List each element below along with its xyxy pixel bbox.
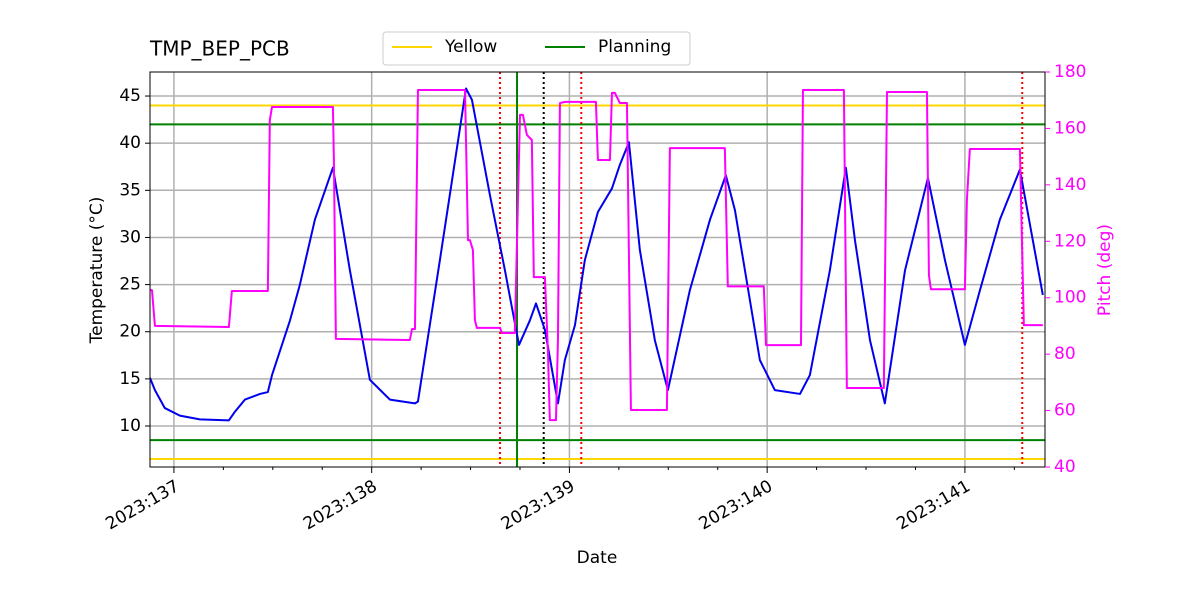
y2-tick-label: 80 xyxy=(1054,344,1076,364)
legend-box xyxy=(382,31,691,66)
y2-tick-label: 180 xyxy=(1054,62,1086,82)
y-tick-label: 20 xyxy=(119,322,141,342)
legend-label: Planning xyxy=(598,37,671,57)
x-tick-label: 2023:137 xyxy=(102,476,183,534)
y-tick-label: 15 xyxy=(119,369,141,389)
x-tick-label: 2023:141 xyxy=(893,476,974,534)
y2-tick-label: 160 xyxy=(1054,118,1086,138)
y2-tick-label: 140 xyxy=(1054,175,1086,195)
y-tick-label: 35 xyxy=(119,180,141,200)
y-axis-label: Temperature (°C) xyxy=(87,197,107,345)
x-axis-label: Date xyxy=(577,548,618,568)
y2-tick-label: 100 xyxy=(1054,288,1086,308)
y-tick-label: 30 xyxy=(119,227,141,247)
series-line xyxy=(150,89,1043,422)
y2-tick-label: 60 xyxy=(1054,401,1076,421)
y-tick-label: 10 xyxy=(119,416,141,436)
y-tick-label: 40 xyxy=(119,133,141,153)
axes: 10 15 20 25 30 35 40 45 40 60 80 100 120 140 160 180 202… xyxy=(102,62,1086,534)
axes-frame xyxy=(149,71,1046,468)
y2-tick-label: 120 xyxy=(1054,231,1086,251)
x-tick-label: 2023:138 xyxy=(300,476,381,534)
y-tick-label: 45 xyxy=(119,86,141,106)
y-tick-label: 25 xyxy=(119,275,141,295)
chart-title: TMP_BEP_PCB xyxy=(149,37,290,61)
x-tick-label: 2023:139 xyxy=(498,476,579,534)
legend-label: Yellow xyxy=(444,37,497,57)
y2-tick-label: 40 xyxy=(1054,457,1076,477)
plot-area xyxy=(150,72,1045,467)
legend: Yellow Planning xyxy=(382,31,691,66)
y2-axis-label: Pitch (deg) xyxy=(1095,224,1115,316)
series-line xyxy=(150,87,1044,422)
x-tick-label: 2023:140 xyxy=(696,476,777,534)
